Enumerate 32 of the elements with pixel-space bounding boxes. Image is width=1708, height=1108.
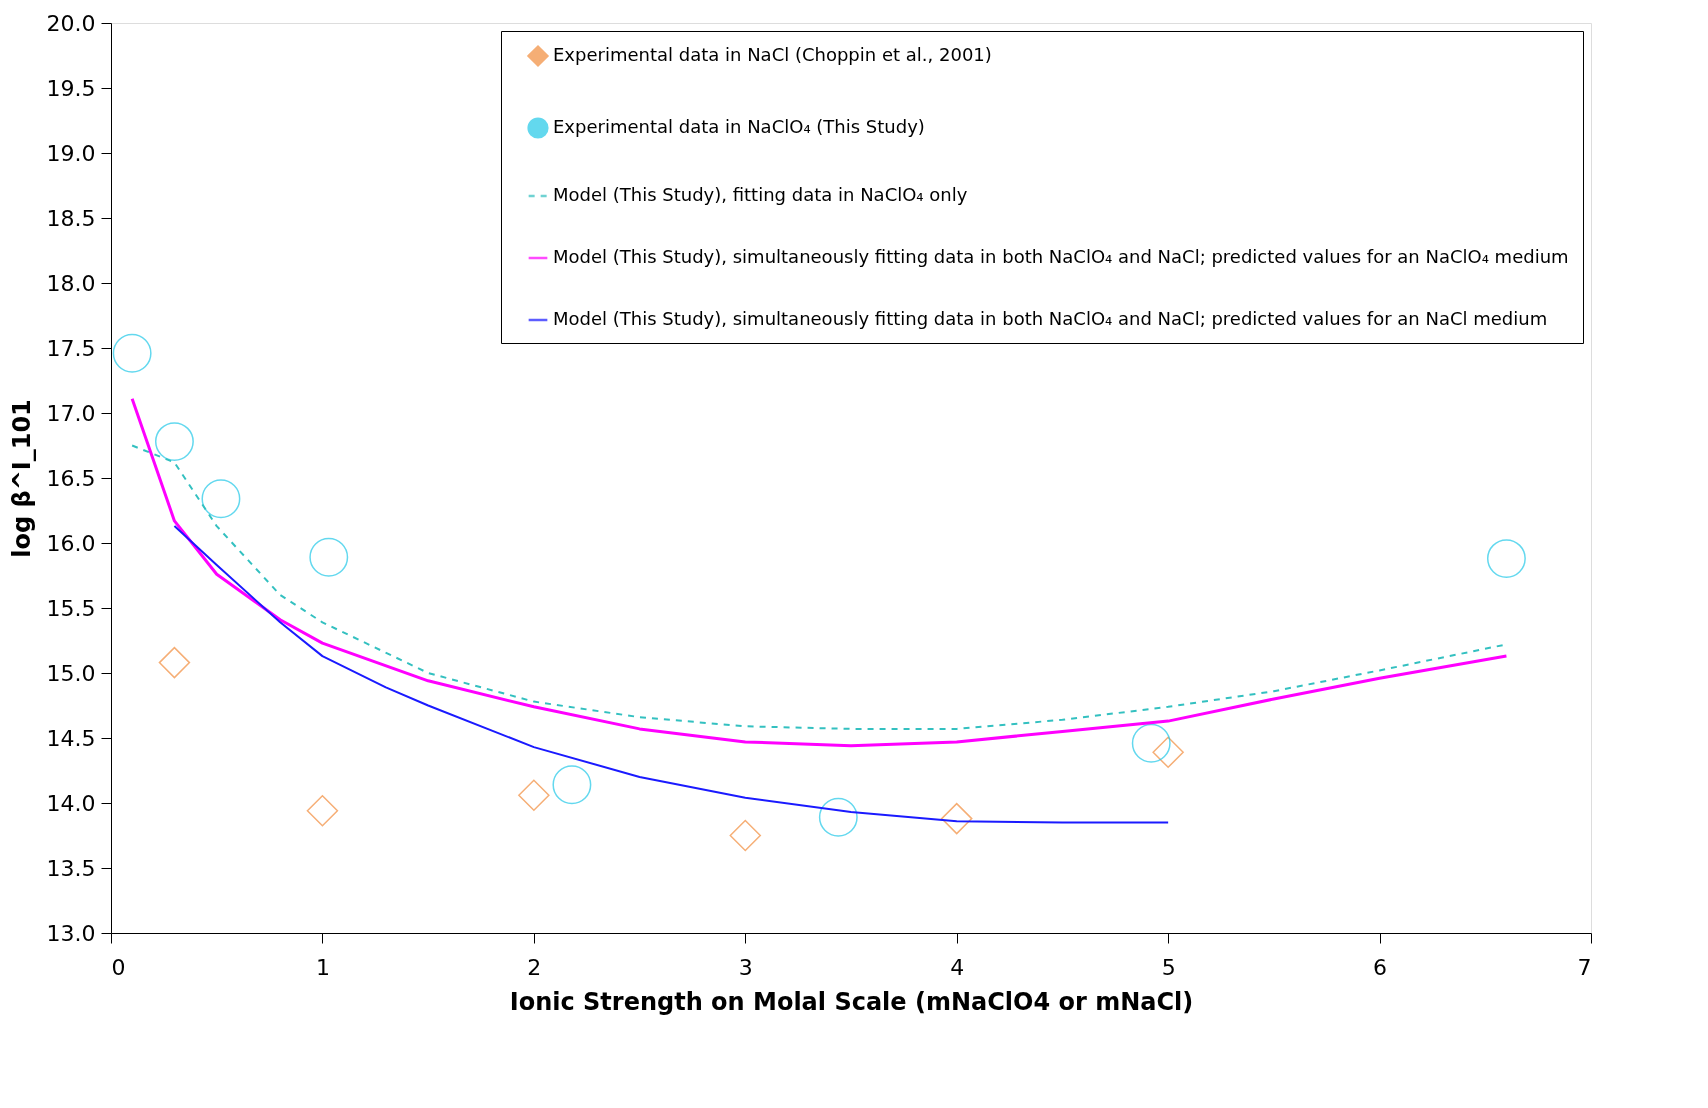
line-series	[173, 525, 1170, 824]
y-tick-label: 13.0	[46, 920, 96, 946]
y-tick-label: 19.0	[46, 140, 96, 166]
y-tick-label: 13.5	[46, 855, 96, 881]
y-tick-label: 16.5	[46, 465, 96, 491]
x-axis-title: Ionic Strength on Molal Scale (mNaClO4 or mNaCl)	[509, 987, 1194, 1016]
legend-label: Experimental data in NaCl (Choppin et al., 2001)	[553, 44, 992, 65]
x-tick-label: 4	[950, 954, 965, 980]
x-tick-label: 6	[1373, 954, 1388, 980]
y-tick-label: 16.0	[46, 530, 96, 556]
legend-label: Model (This Study), simultaneously fitting data in both NaClO₄ and NaCl; predicted values for an NaClO₄ medium	[553, 246, 1569, 267]
y-tick-label: 18.5	[46, 205, 96, 231]
legend-label: Experimental data in NaClO₄ (This Study)	[553, 116, 925, 137]
y-tick-label: 15.5	[46, 595, 96, 621]
x-tick-label: 2	[527, 954, 542, 980]
x-tick-label: 5	[1161, 954, 1176, 980]
y-tick-label: 17.5	[46, 335, 96, 361]
y-tick-label: 17.0	[46, 400, 96, 426]
y-tick-label: 18.0	[46, 270, 96, 296]
y-tick-label: 15.0	[46, 660, 96, 686]
x-tick-label: 1	[315, 954, 330, 980]
y-tick-label: 19.5	[46, 75, 96, 101]
y-tick-label: 14.0	[46, 790, 96, 816]
line-series	[130, 397, 1508, 748]
y-tick-label: 20.0	[46, 10, 96, 36]
legend-label: Model (This Study), simultaneously fitting data in both NaClO₄ and NaCl; predicted values for an NaCl medium	[553, 308, 1548, 329]
y-tick-label: 14.5	[46, 725, 96, 751]
x-tick-label: 7	[1577, 954, 1592, 980]
x-tick-label: 3	[738, 954, 753, 980]
legend-label: Model (This Study), fitting data in NaClO₄ only	[553, 184, 968, 205]
x-tick-label: 0	[111, 954, 126, 980]
y-axis-title: log β^I_101	[7, 399, 36, 558]
